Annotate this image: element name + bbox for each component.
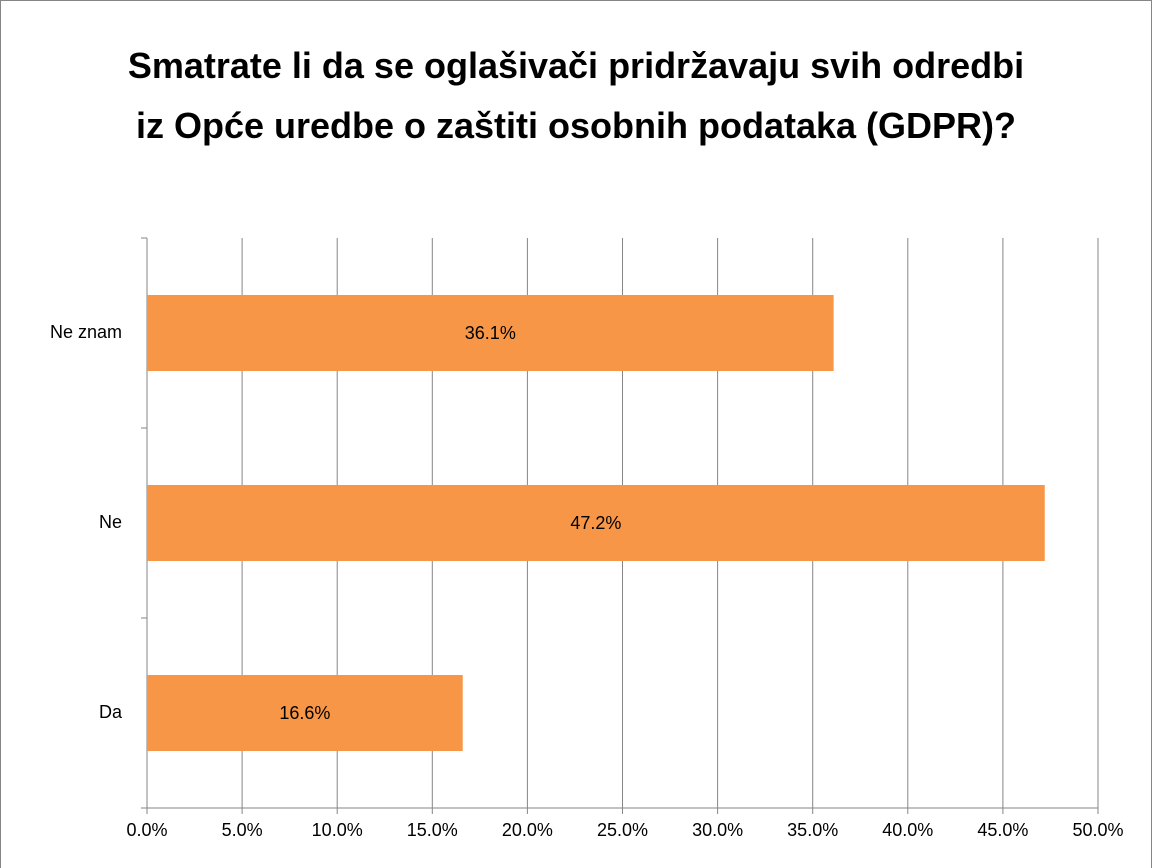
y-tick-label: Ne znam [50, 322, 122, 342]
chart-title: Smatrate li da se oglašivači pridržavaju… [127, 45, 1025, 146]
x-tick-label: 5.0% [222, 820, 263, 840]
x-tick-label: 10.0% [312, 820, 363, 840]
value-label: 47.2% [570, 513, 621, 533]
x-tick-label: 45.0% [977, 820, 1028, 840]
x-tick-label: 15.0% [407, 820, 458, 840]
bar [147, 675, 463, 751]
value-label: 36.1% [465, 323, 516, 343]
y-tick-label: Ne [99, 512, 122, 532]
bar [147, 295, 834, 371]
x-tick-label: 20.0% [502, 820, 553, 840]
x-tick-label: 40.0% [882, 820, 933, 840]
x-tick-label: 50.0% [1072, 820, 1123, 840]
x-tick-label: 30.0% [692, 820, 743, 840]
x-tick-label: 0.0% [126, 820, 167, 840]
x-tick-label: 35.0% [787, 820, 838, 840]
bar [147, 485, 1045, 561]
x-tick-label: 25.0% [597, 820, 648, 840]
y-tick-label: Da [99, 702, 123, 722]
value-label: 16.6% [279, 703, 330, 723]
